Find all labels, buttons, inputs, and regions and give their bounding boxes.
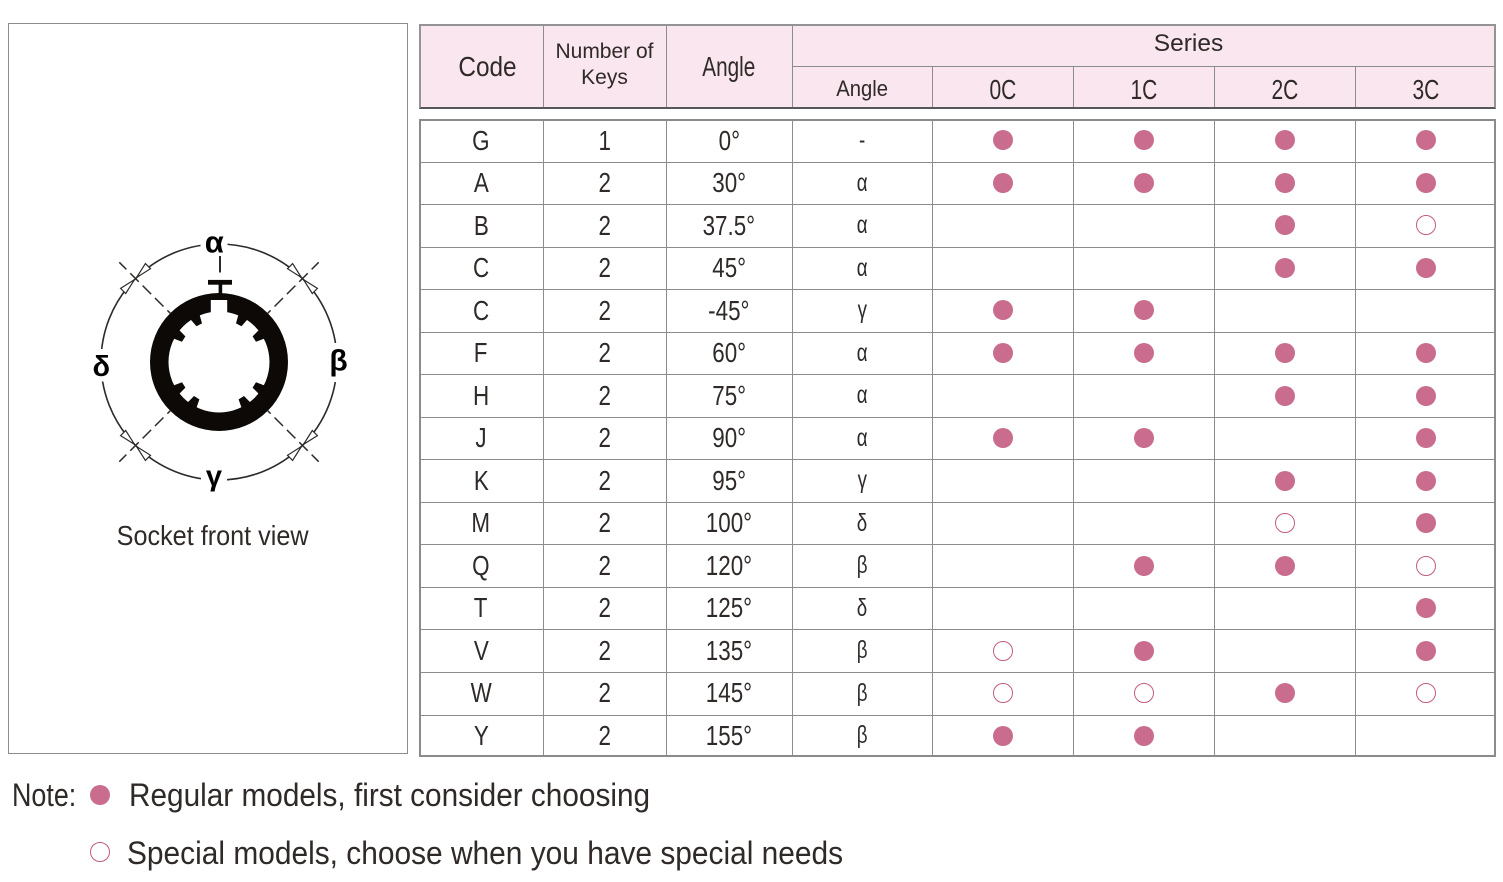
svg-text:γ: γ [206, 461, 223, 493]
svg-text:β: β [329, 345, 347, 378]
svg-text:δ: δ [93, 351, 111, 383]
svg-text:α: α [205, 225, 224, 260]
